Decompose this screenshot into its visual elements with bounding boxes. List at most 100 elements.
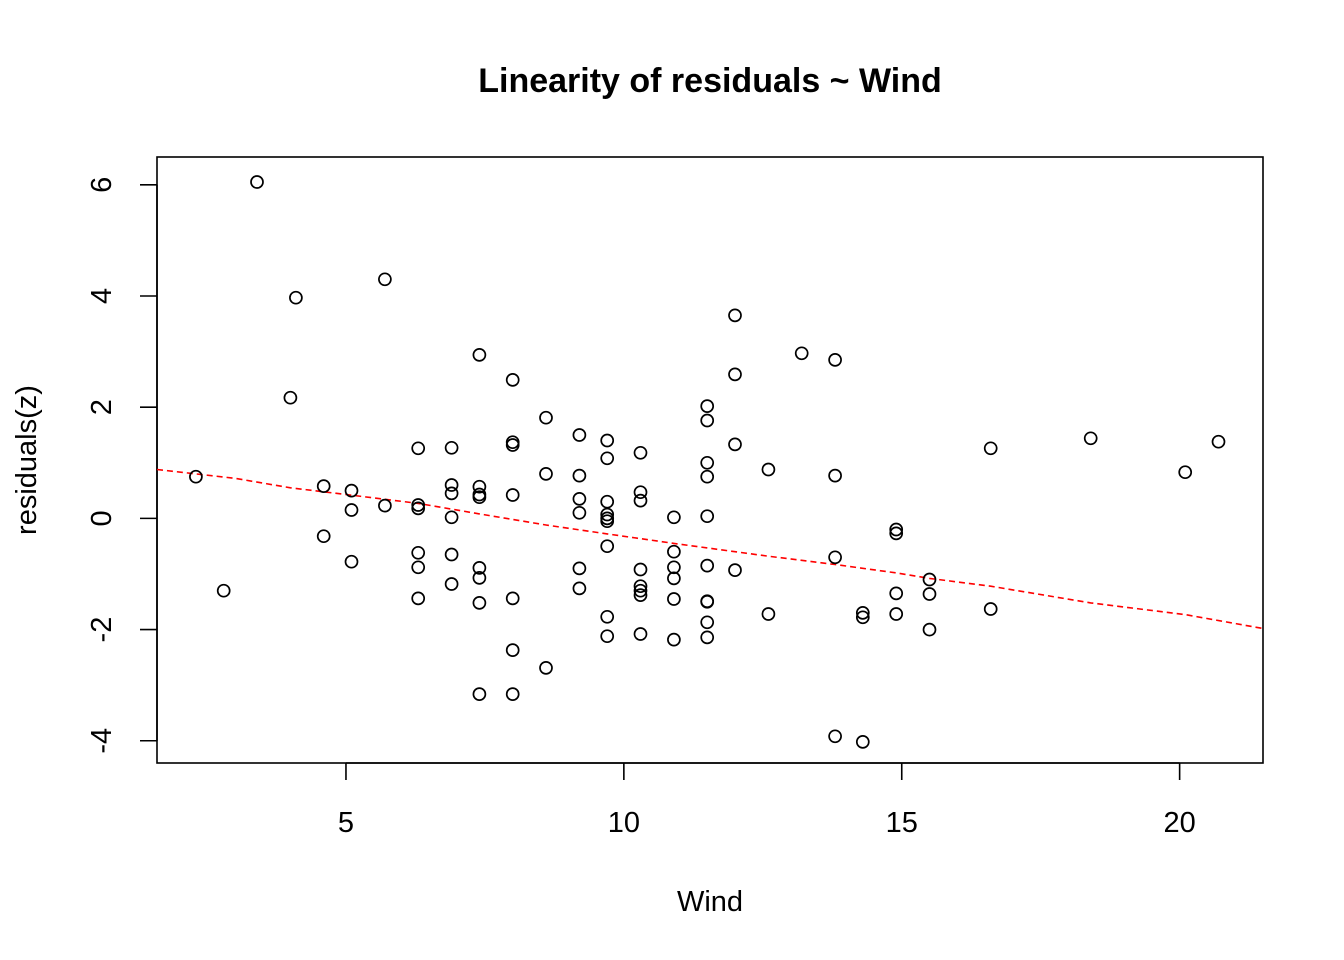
y-tick-label: 4	[86, 288, 118, 304]
data-point	[472, 490, 487, 505]
data-point	[600, 514, 615, 529]
data-point	[667, 560, 681, 575]
data-point	[344, 503, 359, 517]
data-point	[855, 606, 870, 620]
data-point	[728, 563, 742, 577]
data-point	[828, 353, 842, 367]
data-point	[633, 627, 648, 641]
data-point	[922, 572, 937, 587]
data-point	[922, 587, 937, 601]
data-point	[600, 507, 615, 522]
data-point	[667, 510, 681, 525]
data-point	[1211, 434, 1226, 449]
data-point	[855, 735, 870, 749]
data-point	[667, 571, 681, 586]
data-point	[250, 175, 264, 189]
data-point	[572, 581, 587, 596]
data-point	[472, 571, 487, 585]
data-point	[572, 428, 587, 442]
data-point	[505, 687, 520, 701]
data-point	[600, 609, 615, 624]
chart-title: Linearity of residuals ~ Wind	[478, 62, 942, 100]
data-point	[572, 492, 587, 506]
x-tick-label: 5	[338, 807, 354, 839]
data-point	[633, 493, 648, 508]
data-point	[889, 526, 904, 541]
data-point	[505, 438, 520, 452]
data-point	[855, 610, 870, 625]
y-axis: -4 -2 0 2 4 6	[86, 177, 158, 754]
y-tick-label: -4	[86, 728, 118, 754]
data-point	[633, 579, 648, 594]
data-point	[316, 529, 331, 544]
data-point	[572, 561, 587, 576]
smooth-line	[156, 468, 1264, 630]
data-point	[922, 622, 937, 637]
data-point	[600, 539, 615, 554]
points-layer	[189, 175, 1226, 749]
data-point	[761, 607, 776, 621]
data-point	[283, 390, 298, 405]
data-point	[794, 346, 809, 361]
data-point	[444, 440, 459, 455]
data-point	[667, 592, 681, 606]
data-point	[572, 505, 587, 520]
data-point	[444, 478, 459, 492]
data-point	[728, 308, 742, 323]
data-point	[444, 547, 459, 562]
data-point	[700, 615, 715, 630]
data-point	[1083, 431, 1098, 446]
data-point	[411, 498, 426, 512]
data-point	[889, 607, 904, 621]
data-point	[505, 643, 520, 657]
data-point	[505, 488, 520, 502]
data-point	[539, 467, 553, 481]
data-point	[667, 632, 681, 647]
plot-frame	[156, 156, 1264, 764]
x-axis-label: Wind	[677, 886, 743, 918]
data-point	[828, 729, 842, 744]
data-point	[472, 487, 487, 502]
data-point	[539, 410, 553, 425]
data-point	[700, 455, 715, 470]
data-point	[505, 373, 520, 387]
data-point	[411, 441, 426, 456]
data-point	[700, 594, 715, 609]
data-point	[700, 509, 715, 524]
data-point	[700, 399, 715, 413]
data-point	[600, 629, 615, 644]
data-point	[444, 510, 459, 525]
y-tick-label: 6	[86, 177, 118, 193]
data-point	[539, 661, 553, 675]
data-point	[189, 469, 203, 484]
data-point	[411, 560, 426, 575]
data-point	[572, 468, 587, 483]
data-point	[600, 433, 615, 448]
data-point	[411, 501, 426, 516]
data-point	[472, 479, 487, 494]
data-point	[700, 413, 715, 428]
data-point	[505, 591, 520, 606]
data-point	[1178, 465, 1193, 480]
data-point	[700, 469, 715, 484]
data-point	[505, 435, 520, 450]
data-point	[289, 290, 303, 305]
data-point	[728, 437, 742, 452]
data-point	[983, 441, 998, 456]
data-point	[411, 591, 426, 606]
data-point	[633, 485, 648, 500]
data-point	[983, 602, 998, 616]
data-point	[411, 545, 426, 560]
data-point	[633, 588, 648, 602]
data-point	[633, 445, 648, 460]
data-point	[472, 687, 487, 701]
data-point	[378, 498, 392, 513]
y-tick-label: 2	[86, 399, 118, 415]
data-point	[828, 550, 842, 565]
data-point	[633, 583, 648, 598]
data-point	[600, 451, 615, 466]
data-point	[472, 596, 487, 610]
data-point	[700, 558, 715, 573]
data-point	[444, 486, 459, 501]
